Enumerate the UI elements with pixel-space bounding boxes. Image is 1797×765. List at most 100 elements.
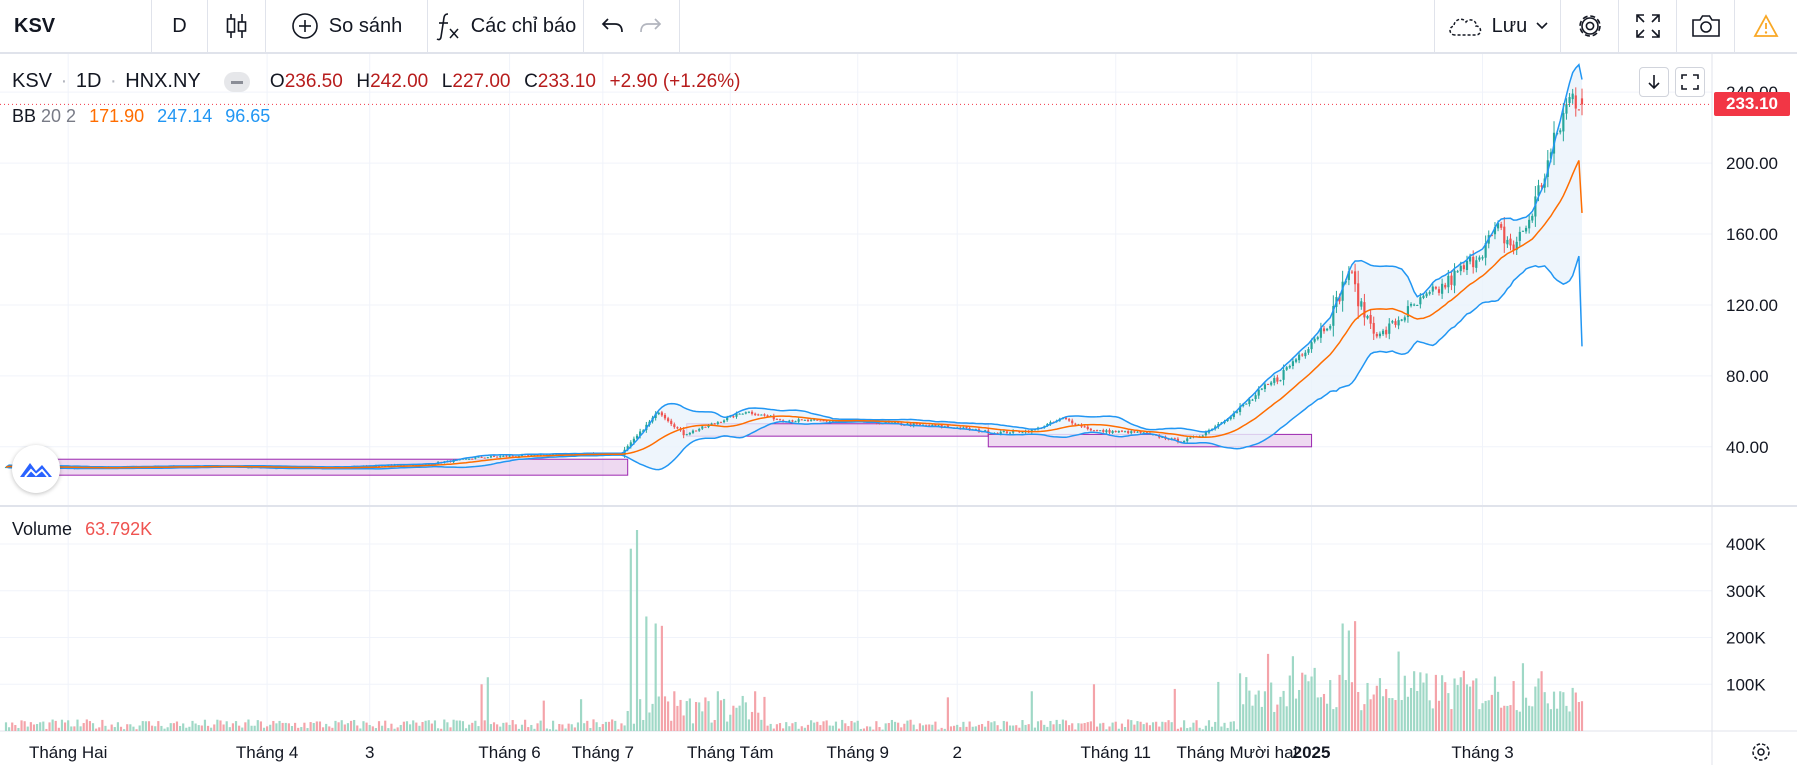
- volume-bar: [1335, 707, 1338, 731]
- redo-icon[interactable]: [637, 14, 663, 38]
- candle-body: [1357, 283, 1360, 307]
- candle-body: [1294, 359, 1298, 362]
- chart-type-button[interactable]: [208, 0, 266, 53]
- candle-body: [766, 415, 769, 417]
- fullscreen-button[interactable]: [1619, 0, 1677, 53]
- volume-bar: [415, 722, 418, 731]
- time-tick-label: Tháng 7: [572, 743, 634, 762]
- candle-body: [1298, 354, 1301, 361]
- volume-bar: [1549, 709, 1553, 731]
- volume-bar: [446, 722, 449, 731]
- maximize-pane-button[interactable]: [1675, 67, 1705, 97]
- candle-body: [1068, 419, 1071, 421]
- volume-bar: [1441, 675, 1444, 731]
- volume-bar: [1434, 674, 1437, 731]
- volume-bar: [222, 724, 225, 731]
- volume-bar: [334, 720, 337, 731]
- candle-body: [1431, 286, 1434, 292]
- interval-button[interactable]: D: [152, 0, 208, 53]
- volume-bar: [940, 727, 943, 731]
- volume-bar: [191, 720, 194, 731]
- volume-bar: [1142, 724, 1145, 731]
- volume-bar: [1273, 711, 1276, 731]
- candle-body: [1465, 260, 1469, 271]
- volume-bar: [1329, 680, 1332, 731]
- volume-bar: [539, 720, 542, 731]
- candle-body: [1120, 430, 1124, 432]
- volume-bar: [1291, 656, 1294, 731]
- volume-bar: [1360, 710, 1363, 731]
- volume-bar: [107, 729, 110, 731]
- candle-body: [1406, 306, 1410, 317]
- indicators-button[interactable]: Các chỉ báo: [428, 0, 584, 53]
- volume-bar: [1332, 709, 1335, 731]
- volume-bar: [1537, 678, 1540, 731]
- candle-body: [1577, 109, 1580, 111]
- volume-bar: [850, 721, 853, 731]
- volume-bar: [754, 691, 757, 731]
- volume-bar: [617, 729, 620, 731]
- volume-bar: [1487, 700, 1490, 731]
- volume-bar: [1350, 682, 1354, 731]
- settings-button[interactable]: [1561, 0, 1619, 53]
- volume-bar: [897, 722, 900, 731]
- candle-body: [1301, 354, 1304, 356]
- screenshot-button[interactable]: [1677, 0, 1735, 53]
- volume-bar: [340, 720, 343, 731]
- volume-bar: [496, 724, 499, 731]
- candle-body: [1571, 93, 1574, 100]
- legend-collapse-toggle[interactable]: [224, 71, 251, 92]
- candle-body: [1074, 423, 1077, 425]
- volume-bar: [822, 721, 825, 731]
- volume-bar: [443, 719, 446, 731]
- volume-bar: [1204, 725, 1207, 731]
- volume-bar: [607, 721, 611, 731]
- time-axis[interactable]: Tháng Hai Tháng 4 3 Tháng 6 Tháng 7 Tháng Tám…: [29, 743, 1514, 762]
- volume-bar: [458, 720, 461, 731]
- compare-button[interactable]: So sánh: [266, 0, 428, 53]
- volume-bar: [421, 722, 424, 731]
- volume-bar: [1074, 729, 1077, 731]
- candle-body: [1437, 289, 1441, 293]
- volume-bar: [996, 725, 999, 731]
- candle-body: [1388, 323, 1391, 334]
- candle-body: [1447, 275, 1450, 288]
- volume-bar: [1540, 671, 1543, 731]
- volume-legend[interactable]: Volume 63.792K: [12, 519, 152, 540]
- volume-bar: [123, 729, 126, 731]
- candle-body: [788, 420, 791, 422]
- bb-legend[interactable]: BB 20 2 171.90 247.14 96.65: [12, 106, 270, 127]
- volume-bar: [1484, 700, 1487, 731]
- volume-bar: [1403, 675, 1406, 731]
- volume-bar: [623, 725, 626, 731]
- save-button[interactable]: Lưu: [1434, 0, 1561, 53]
- time-axis-settings-button[interactable]: [1752, 743, 1770, 761]
- time-tick-label: Tháng 3: [1451, 743, 1513, 762]
- candle-body: [1142, 432, 1145, 434]
- undo-icon[interactable]: [600, 14, 626, 38]
- volume-bar: [676, 705, 679, 731]
- symbol-search-button[interactable]: KSV: [0, 0, 152, 53]
- volume-bar: [1301, 672, 1304, 731]
- volume-bar: [1201, 729, 1204, 731]
- volume-bar: [1391, 698, 1394, 731]
- candle-body: [1105, 430, 1108, 433]
- volume-bar: [505, 722, 508, 731]
- volume-bar: [281, 722, 284, 731]
- volume-bar: [1095, 726, 1099, 731]
- candle-body: [1183, 441, 1186, 443]
- volume-bar: [1341, 623, 1344, 731]
- volume-bar: [1307, 681, 1310, 731]
- volume-bar: [1574, 692, 1577, 731]
- warning-button[interactable]: [1735, 0, 1797, 53]
- volume-bar: [953, 725, 956, 731]
- broker-logo-button[interactable]: [12, 445, 60, 493]
- volume-bar: [977, 724, 981, 731]
- candle-body: [464, 458, 468, 460]
- volume-bar: [315, 721, 318, 731]
- candle-body: [1102, 430, 1105, 432]
- scroll-to-realtime-button[interactable]: [1639, 67, 1669, 97]
- volume-bar: [847, 726, 850, 731]
